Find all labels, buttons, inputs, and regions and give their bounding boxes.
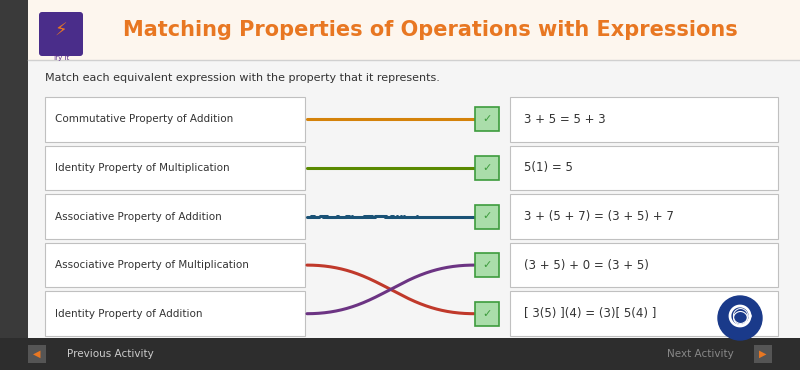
FancyBboxPatch shape [475,302,499,326]
Text: 3 + 5 = 5 + 3: 3 + 5 = 5 + 3 [524,113,606,126]
FancyBboxPatch shape [28,345,46,363]
FancyBboxPatch shape [510,97,778,142]
FancyBboxPatch shape [0,338,800,370]
FancyBboxPatch shape [475,107,499,131]
Text: ○: ○ [731,307,749,326]
Text: Matching Properties of Operations with Expressions: Matching Properties of Operations with E… [122,20,738,40]
Text: Identity Property of Multiplication: Identity Property of Multiplication [55,163,230,173]
Text: ◯: ◯ [731,308,749,324]
FancyBboxPatch shape [510,146,778,190]
Text: ▶: ▶ [759,349,766,359]
Text: ✓: ✓ [482,163,492,173]
FancyBboxPatch shape [0,0,28,370]
FancyBboxPatch shape [39,12,83,56]
Text: Try It: Try It [52,55,70,61]
Text: 5(1) = 5: 5(1) = 5 [524,161,573,174]
FancyBboxPatch shape [45,292,305,336]
Circle shape [718,296,762,340]
Text: ✓: ✓ [482,309,492,319]
FancyBboxPatch shape [510,194,778,239]
Text: ✓: ✓ [482,114,492,124]
Text: Commutative Property of Addition: Commutative Property of Addition [55,114,234,124]
Text: ⚡: ⚡ [54,22,67,40]
FancyBboxPatch shape [45,146,305,190]
Text: ✓: ✓ [482,260,492,270]
FancyBboxPatch shape [45,194,305,239]
FancyBboxPatch shape [510,243,778,287]
Text: Next Activity: Next Activity [666,349,734,359]
Text: ◀: ◀ [34,349,41,359]
FancyBboxPatch shape [475,156,499,180]
FancyBboxPatch shape [475,205,499,229]
Text: Identity Property of Addition: Identity Property of Addition [55,309,202,319]
FancyBboxPatch shape [754,345,772,363]
Text: 3 + (5 + 7) = (3 + 5) + 7: 3 + (5 + 7) = (3 + 5) + 7 [524,210,674,223]
Text: Previous Activity: Previous Activity [66,349,154,359]
Text: Match each equivalent expression with the property that it represents.: Match each equivalent expression with th… [45,73,440,83]
FancyBboxPatch shape [45,243,305,287]
FancyBboxPatch shape [45,97,305,142]
Text: Associative Property of Multiplication: Associative Property of Multiplication [55,260,249,270]
Text: Associative Property of Addition: Associative Property of Addition [55,212,222,222]
Text: [ 3(5) ](4) = (3)[ 5(4) ]: [ 3(5) ](4) = (3)[ 5(4) ] [524,307,656,320]
FancyBboxPatch shape [510,292,778,336]
FancyBboxPatch shape [28,0,800,60]
Text: (3 + 5) + 0 = (3 + 5): (3 + 5) + 0 = (3 + 5) [524,259,649,272]
Text: ✓: ✓ [482,212,492,222]
FancyBboxPatch shape [475,253,499,277]
